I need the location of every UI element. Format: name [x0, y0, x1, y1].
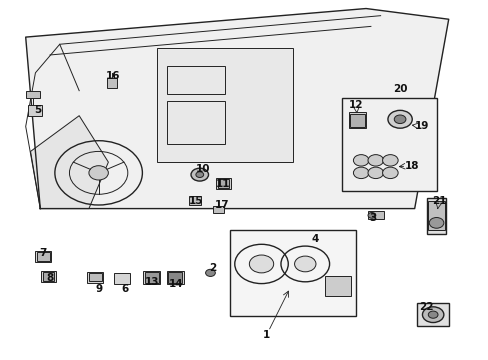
Text: 22: 22 [419, 302, 433, 312]
Bar [348, 112, 366, 128]
Text: 10: 10 [196, 164, 210, 174]
Bar [216, 178, 230, 189]
Bar [144, 272, 159, 283]
Polygon shape [30, 116, 108, 208]
Bar [89, 273, 102, 282]
Circle shape [353, 167, 368, 179]
Bar [188, 196, 201, 205]
Bar [426, 198, 446, 234]
Bar [166, 271, 183, 284]
Bar [341, 98, 436, 191]
Bar [157, 48, 292, 162]
Bar [166, 66, 224, 94]
Bar [26, 91, 40, 98]
Text: 7: 7 [39, 248, 46, 258]
Text: 9: 9 [95, 284, 102, 294]
Text: 1: 1 [262, 330, 269, 341]
Text: 5: 5 [34, 105, 41, 115]
Text: 13: 13 [144, 277, 159, 287]
Circle shape [422, 307, 443, 323]
Text: 18: 18 [404, 161, 419, 171]
Bar [114, 273, 129, 284]
Text: 14: 14 [169, 279, 183, 289]
Text: 2: 2 [209, 262, 216, 273]
Circle shape [428, 217, 443, 228]
Bar [217, 179, 229, 188]
Bar [416, 303, 448, 327]
Circle shape [294, 256, 315, 272]
Text: 17: 17 [215, 200, 229, 210]
Text: 6: 6 [122, 284, 129, 294]
Circle shape [89, 166, 108, 180]
Circle shape [393, 115, 405, 123]
Bar [35, 251, 51, 262]
Bar [367, 211, 383, 219]
Text: 4: 4 [311, 234, 318, 244]
Circle shape [353, 155, 368, 166]
Bar [212, 206, 223, 213]
Bar [87, 272, 103, 283]
Bar [42, 272, 54, 281]
Circle shape [196, 172, 203, 177]
Text: 20: 20 [392, 84, 407, 94]
Bar [166, 102, 224, 144]
Text: 21: 21 [431, 197, 446, 206]
Text: 3: 3 [369, 212, 376, 222]
Circle shape [191, 168, 208, 181]
Text: 15: 15 [188, 197, 203, 206]
Circle shape [367, 167, 383, 179]
Circle shape [249, 255, 273, 273]
Text: 12: 12 [348, 100, 363, 110]
Polygon shape [26, 9, 448, 208]
Text: 11: 11 [215, 179, 229, 189]
Text: 8: 8 [46, 273, 54, 283]
Bar [41, 271, 56, 282]
Text: 19: 19 [414, 121, 428, 131]
Circle shape [427, 311, 437, 318]
Bar [324, 276, 351, 296]
Bar [168, 272, 182, 283]
Bar [28, 105, 41, 116]
Circle shape [387, 111, 411, 128]
Bar [350, 113, 364, 127]
Circle shape [382, 167, 397, 179]
Bar [107, 78, 117, 88]
Bar [143, 271, 160, 284]
Bar [37, 252, 49, 261]
Bar [229, 230, 356, 316]
Circle shape [367, 212, 375, 218]
Circle shape [367, 155, 383, 166]
Circle shape [205, 269, 215, 276]
Text: 16: 16 [106, 71, 120, 81]
Circle shape [382, 155, 397, 166]
Bar [427, 202, 444, 230]
